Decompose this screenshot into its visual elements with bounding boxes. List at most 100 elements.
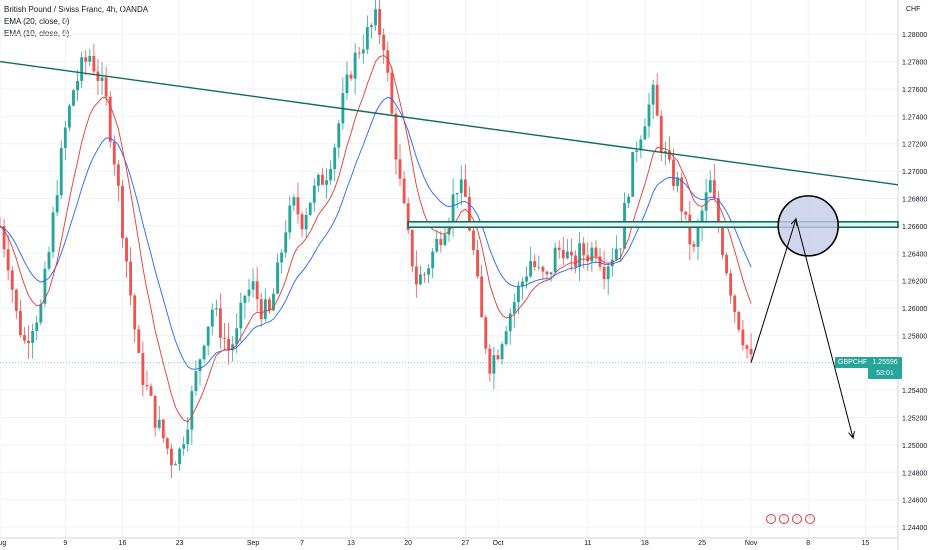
candle-body: [374, 9, 377, 26]
candle-body: [145, 384, 149, 387]
candle-body: [370, 25, 373, 28]
currency-label: CHF: [906, 6, 921, 13]
candle-body: [578, 243, 582, 267]
candle-body: [137, 329, 141, 354]
candle-body: [267, 299, 271, 311]
candle-body: [386, 50, 390, 73]
candle-body: [643, 126, 647, 140]
candle-body: [712, 180, 716, 199]
candle-body: [206, 326, 210, 346]
candle-body: [345, 74, 349, 94]
candle-body: [741, 329, 745, 346]
candle-body: [84, 57, 88, 62]
alert-icon[interactable]: !: [805, 514, 815, 524]
alert-icons[interactable]: ! ! ! !: [766, 514, 815, 524]
alert-icon[interactable]: !: [766, 514, 776, 524]
candle-body: [516, 286, 520, 303]
candle-body: [508, 313, 512, 332]
candle-body: [88, 55, 92, 62]
candle-body: [488, 348, 492, 374]
candle-body: [529, 261, 533, 277]
candle-body: [443, 234, 447, 246]
candle-body: [684, 211, 688, 215]
candle-body: [525, 276, 528, 282]
candle-body: [378, 9, 382, 35]
y-tick-label: 1.28000: [902, 32, 927, 39]
candle-body: [116, 164, 120, 186]
alert-icon[interactable]: !: [792, 514, 802, 524]
candle-body: [31, 331, 35, 344]
y-tick-label: 1.24800: [902, 470, 927, 477]
candle-body: [2, 226, 6, 250]
candle-body: [700, 210, 704, 228]
candle-body: [614, 248, 618, 260]
ema10-line: [0, 55, 752, 423]
candle-body: [210, 309, 214, 327]
candle-body: [651, 84, 655, 105]
candle-body: [51, 212, 55, 253]
candle-body: [255, 281, 259, 300]
candle-body: [312, 185, 316, 203]
x-tick-label: 7: [300, 540, 304, 547]
candle-body: [72, 90, 75, 106]
candle-body: [406, 203, 410, 230]
candle-body: [76, 80, 79, 91]
ema20-line: [0, 96, 752, 370]
y-tick-label: 1.27800: [902, 60, 927, 67]
candle-body: [357, 52, 361, 54]
candle-body: [439, 239, 443, 246]
alert-icon[interactable]: !: [779, 514, 789, 524]
y-tick-label: 1.27200: [902, 142, 927, 149]
candle-body: [14, 289, 18, 311]
candle-body: [18, 310, 22, 336]
projection-arrow-down: [848, 431, 855, 440]
x-tick-label: 11: [584, 540, 591, 547]
candle-body: [549, 272, 553, 275]
candle-body: [63, 127, 67, 148]
candle-body: [704, 192, 708, 211]
candle-body: [500, 344, 504, 360]
candle-body: [716, 198, 720, 227]
candle-body: [125, 238, 128, 262]
candle-body: [67, 105, 71, 128]
candle-body: [288, 205, 292, 233]
candle-body: [161, 419, 165, 439]
candle-body: [92, 55, 96, 72]
candle-body: [561, 249, 565, 259]
x-tick-label: 15: [861, 540, 869, 547]
candle-body: [149, 386, 153, 396]
candle-body: [100, 77, 104, 81]
candle-body: [423, 274, 426, 276]
candle-body: [239, 302, 243, 329]
candle-body: [333, 147, 337, 170]
candle-body: [390, 72, 394, 114]
x-tick-label: 16: [119, 540, 127, 547]
candle-body: [190, 391, 194, 430]
candle-body: [10, 270, 14, 290]
y-tick-label: 1.26600: [902, 224, 927, 231]
candle-body: [218, 308, 222, 338]
candle-body: [231, 344, 235, 351]
x-tick-label: 8: [806, 540, 810, 547]
candle-body: [194, 371, 198, 392]
candle-body: [39, 303, 43, 323]
candle-body: [353, 52, 357, 79]
candle-body: [586, 255, 590, 262]
candle-body: [198, 359, 202, 372]
candle-body: [35, 322, 39, 332]
candle-body: [300, 214, 304, 230]
candle-body: [553, 247, 557, 273]
candle-body: [463, 179, 467, 197]
candle-body: [365, 27, 369, 50]
y-tick-label: 1.26000: [902, 306, 927, 313]
candle-body: [296, 197, 300, 215]
y-tick-label: 1.27600: [902, 87, 927, 94]
candle-body: [321, 174, 324, 185]
x-tick-label: 23: [176, 540, 184, 547]
candle-body: [472, 230, 475, 251]
candle-body: [47, 252, 51, 269]
candle-body: [639, 139, 643, 151]
candle-body: [635, 150, 639, 152]
candle-body: [6, 249, 10, 271]
